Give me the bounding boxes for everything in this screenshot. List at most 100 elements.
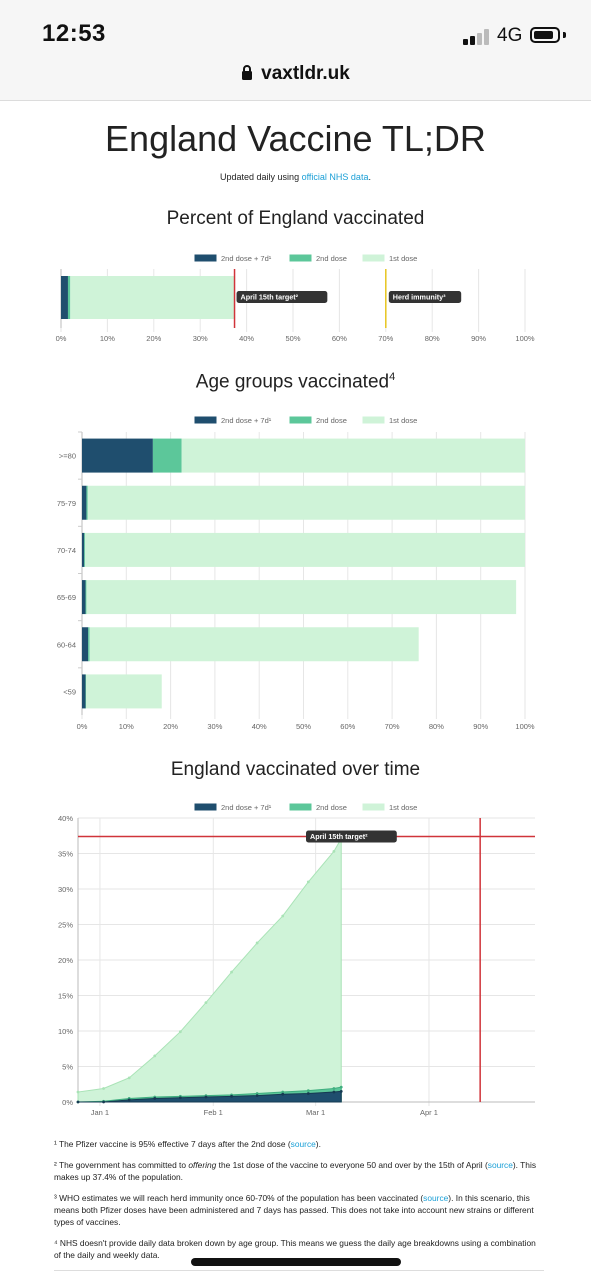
x-tick-label: 70% bbox=[385, 722, 400, 731]
legend-swatch bbox=[193, 253, 218, 263]
data-point bbox=[281, 914, 285, 918]
data-point bbox=[76, 1090, 80, 1094]
data-point bbox=[281, 1090, 285, 1094]
data-point bbox=[281, 1092, 285, 1096]
data-point bbox=[230, 970, 233, 974]
over-time-chart: 2nd dose + 7d¹ 2nd dose 1st dose 0% 5% 10% 15%… bbox=[58, 802, 535, 1117]
footnote-source-link[interactable]: source bbox=[290, 1139, 316, 1149]
y-tick-label: 15% bbox=[58, 992, 73, 1001]
annotation-badge bbox=[306, 830, 397, 843]
footnote-text: the 1st dose of the vaccine to everyone … bbox=[216, 1160, 488, 1170]
data-point bbox=[339, 1085, 343, 1089]
age-chart-title-sup: 4 bbox=[389, 371, 396, 383]
age-chart-title: Age groups vaccinated4 bbox=[0, 371, 591, 393]
bar-segment bbox=[89, 627, 419, 662]
y-tick-label: 30% bbox=[58, 885, 73, 894]
y-tick-label: 70-74 bbox=[57, 546, 76, 555]
y-tick-label: 75-79 bbox=[57, 499, 76, 508]
footnote-4: ⁴ NHS doesn't provide daily data broken … bbox=[54, 1237, 544, 1261]
x-tick-label: 40% bbox=[239, 334, 254, 343]
legend-label: 1st dose bbox=[389, 254, 417, 263]
data-point bbox=[255, 1092, 259, 1095]
bar-segment bbox=[82, 485, 87, 520]
x-tick-label: 0% bbox=[77, 722, 88, 731]
data-point bbox=[339, 1089, 343, 1093]
x-tick-label: 20% bbox=[163, 722, 178, 731]
y-tick-label: 10% bbox=[58, 1027, 73, 1036]
legend-swatch bbox=[193, 415, 218, 425]
x-tick-label: 0% bbox=[56, 334, 67, 343]
x-tick-label: 60% bbox=[340, 722, 355, 731]
page-title: England Vaccine TL;DR bbox=[105, 118, 486, 159]
age-groups-chart: 2nd dose + 7d¹ 2nd dose 1st dose 0% 10% 20% 30… bbox=[57, 415, 535, 731]
bar-segment bbox=[61, 276, 68, 319]
x-tick-label: 90% bbox=[471, 334, 486, 343]
data-point bbox=[178, 1096, 182, 1100]
bar-segment bbox=[181, 438, 526, 473]
bar-segment bbox=[70, 276, 235, 319]
data-point bbox=[102, 1100, 105, 1104]
x-tick-label: 50% bbox=[285, 334, 300, 343]
y-tick-label: 5% bbox=[62, 1063, 73, 1072]
legend-label: 2nd dose + 7d¹ bbox=[221, 254, 272, 263]
subtitle-suffix: . bbox=[368, 172, 371, 182]
x-tick-label: 20% bbox=[146, 334, 161, 343]
signal-icon bbox=[463, 29, 491, 45]
y-tick-label: 60-64 bbox=[57, 640, 76, 649]
footnote-source-link[interactable]: source bbox=[423, 1193, 449, 1203]
footnote-text: ² The government has committed to bbox=[54, 1160, 189, 1170]
battery-tip bbox=[563, 32, 566, 38]
legend-label: 2nd dose bbox=[316, 416, 347, 425]
x-tick-label: 10% bbox=[100, 334, 115, 343]
data-point bbox=[204, 1001, 208, 1004]
legend-swatch bbox=[288, 253, 313, 263]
x-tick-label: 80% bbox=[425, 334, 440, 343]
bar-segment bbox=[87, 485, 525, 520]
legend-swatch bbox=[288, 415, 313, 425]
legend-swatch bbox=[361, 415, 386, 425]
x-tick-label: 30% bbox=[207, 722, 222, 731]
url-text: vaxtldr.uk bbox=[261, 63, 350, 84]
x-tick-label: 90% bbox=[473, 722, 488, 731]
data-point bbox=[255, 941, 259, 945]
annotation-label: April 15th target² bbox=[241, 293, 299, 302]
y-tick-label: <59 bbox=[63, 687, 76, 696]
bar-segment bbox=[88, 627, 90, 662]
legend-swatch bbox=[288, 802, 313, 812]
x-tick-label: 50% bbox=[296, 722, 311, 731]
footnote-text: ). In this scenario, this means both Pfi… bbox=[54, 1193, 534, 1227]
status-bar: 12:53 4G vaxtldr.uk bbox=[0, 0, 591, 101]
data-point bbox=[255, 1094, 259, 1098]
legend-label: 1st dose bbox=[389, 803, 417, 812]
y-tick-label: 20% bbox=[58, 956, 73, 965]
address-bar[interactable]: vaxtldr.uk bbox=[0, 63, 591, 85]
legend-label: 2nd dose bbox=[316, 254, 347, 263]
divider bbox=[54, 1270, 544, 1271]
x-tick-label: Feb 1 bbox=[204, 1108, 223, 1117]
bar-segment bbox=[82, 532, 85, 567]
bar-segment bbox=[82, 674, 86, 709]
nhs-data-link[interactable]: official NHS data bbox=[301, 172, 369, 182]
time-chart-title: England vaccinated over time bbox=[170, 759, 421, 780]
footnote-source-link[interactable]: source bbox=[487, 1160, 513, 1170]
footnote-text: ⁴ NHS doesn't provide daily data broken … bbox=[54, 1238, 536, 1260]
home-indicator[interactable] bbox=[191, 1258, 401, 1266]
footnote-text: ¹ The Pfizer vaccine is 95% effective 7 … bbox=[54, 1139, 291, 1149]
footnote-emphasis: offering bbox=[188, 1160, 217, 1170]
bar-segment bbox=[86, 485, 88, 520]
data-point bbox=[127, 1098, 131, 1102]
y-tick-label: 0% bbox=[62, 1098, 73, 1107]
x-tick-label: 100% bbox=[515, 722, 535, 731]
data-point bbox=[204, 1095, 208, 1099]
y-tick-label: >=80 bbox=[59, 452, 76, 461]
data-point bbox=[102, 1087, 105, 1090]
bar-segment bbox=[86, 580, 517, 615]
subtitle: Updated daily using official NHS data. bbox=[0, 172, 591, 182]
data-point bbox=[306, 880, 310, 884]
footnote-text: ). This makes up 37.4% of the population… bbox=[54, 1160, 537, 1182]
data-point bbox=[76, 1100, 80, 1104]
data-point bbox=[153, 1097, 157, 1100]
data-point bbox=[127, 1076, 131, 1080]
annotation-badge bbox=[388, 291, 462, 303]
y-tick-label: 25% bbox=[58, 921, 73, 930]
